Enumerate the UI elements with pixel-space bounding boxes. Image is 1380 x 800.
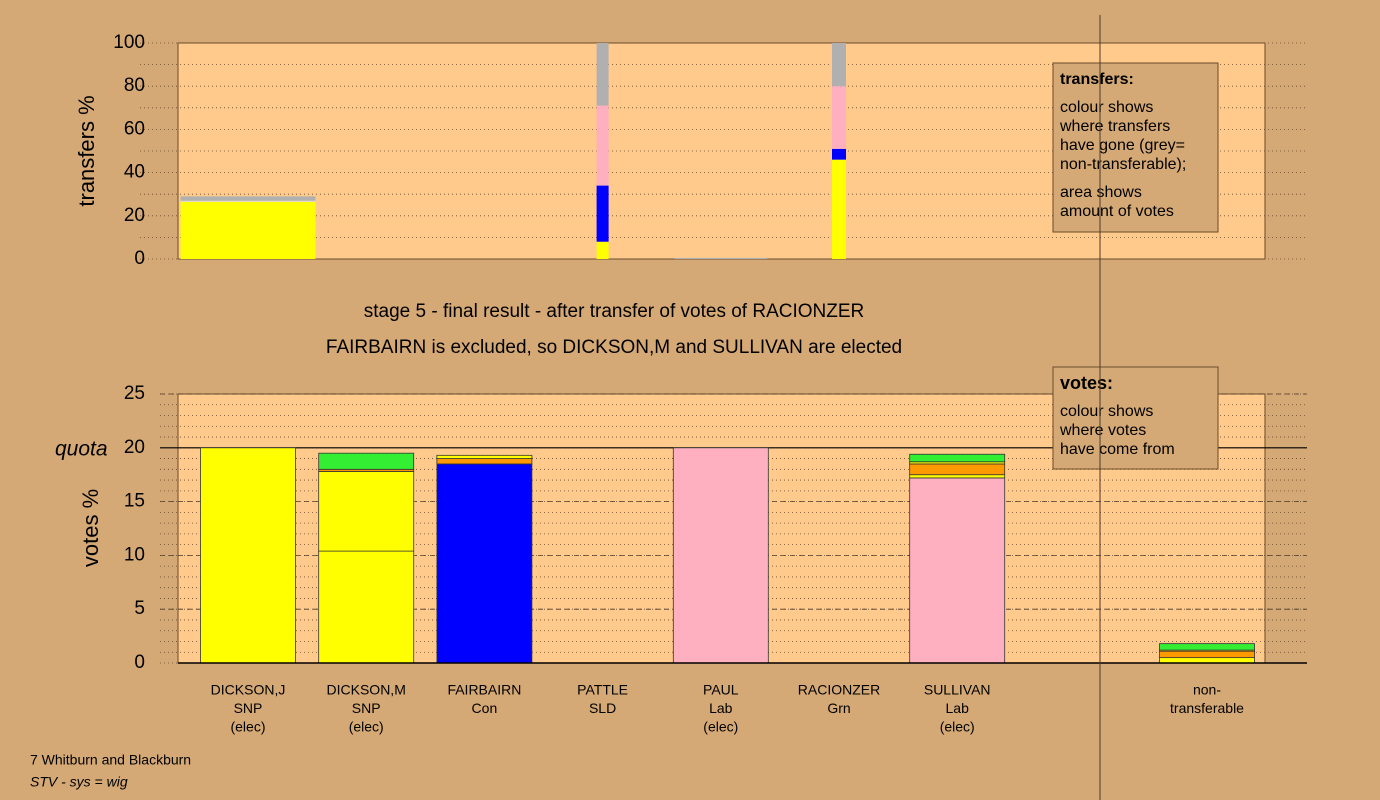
legend-text: where votes	[1059, 422, 1146, 439]
x-tick-label: PAUL	[703, 682, 739, 698]
y-tick-label: 10	[124, 544, 145, 565]
x-tick-label: SNP	[234, 700, 263, 716]
y-tick-label: 0	[134, 652, 145, 673]
bar-segment	[200, 447, 296, 664]
x-tick-label: SNP	[352, 700, 381, 716]
bar-segment	[318, 550, 415, 664]
legend-text: have come from	[1060, 441, 1175, 458]
x-tick-label: Lab	[946, 700, 970, 716]
bar-segment	[672, 447, 769, 664]
legend-title: votes:	[1060, 373, 1113, 393]
bar-segment	[436, 458, 533, 465]
bar-segment	[318, 471, 415, 552]
bar-segment	[436, 463, 533, 664]
x-tick-label: (elec)	[940, 719, 975, 735]
legend-text: colour shows	[1060, 403, 1153, 420]
footer-text: STV - sys = wig	[30, 774, 128, 790]
stage-text: stage 5 - final result - after transfer …	[364, 301, 865, 322]
x-tick-label: Grn	[827, 700, 850, 716]
bar-segment	[180, 196, 316, 201]
legend-title: transfers:	[1060, 71, 1134, 88]
bar-segment	[909, 463, 1006, 476]
x-tick-label: DICKSON,J	[211, 682, 286, 698]
bar-segment	[596, 241, 609, 259]
legend-box	[1052, 366, 1219, 470]
y-tick-label: 5	[134, 598, 145, 619]
y-axis-label: votes %	[78, 489, 103, 567]
y-tick-label: 100	[113, 32, 145, 53]
bar-segment	[832, 43, 846, 87]
x-tick-label: PATTLE	[577, 682, 628, 698]
bar-segment	[596, 105, 609, 186]
y-tick-label: 60	[124, 118, 145, 139]
y-axis-label: transfers %	[74, 95, 99, 206]
x-tick-label: Con	[472, 700, 498, 716]
y-tick-label: 40	[124, 162, 145, 183]
bar-segment	[909, 477, 1006, 664]
bar-segment	[674, 257, 768, 259]
footer-text: 7 Whitburn and Blackburn	[30, 752, 191, 768]
y-tick-label: 20	[124, 205, 145, 226]
y-tick-label: 25	[124, 383, 145, 404]
bar-segment	[832, 148, 846, 160]
bar-segment	[909, 453, 1006, 463]
legend-text: have gone (grey=	[1060, 137, 1185, 154]
bar-segment	[596, 43, 609, 106]
quota-label: quota	[55, 437, 108, 460]
bar-segment	[436, 454, 533, 459]
x-tick-label: SULLIVAN	[924, 682, 991, 698]
x-tick-label: SLD	[589, 700, 616, 716]
bar-segment	[1159, 643, 1255, 651]
legend-text: area shows	[1060, 184, 1142, 201]
y-tick-label: 0	[134, 248, 145, 269]
x-tick-label: (elec)	[703, 719, 738, 735]
bar-segment	[318, 452, 415, 470]
bar-segment	[1159, 657, 1255, 664]
x-tick-label: transferable	[1170, 700, 1244, 716]
bar-segment	[180, 200, 316, 202]
y-tick-label: 20	[124, 437, 145, 458]
x-tick-label: FAIRBAIRN	[447, 682, 521, 698]
stage-text: FAIRBAIRN is excluded, so DICKSON,M and …	[326, 337, 902, 358]
x-tick-label: (elec)	[230, 719, 265, 735]
x-tick-label: RACIONZER	[798, 682, 880, 698]
x-tick-label: DICKSON,M	[327, 682, 406, 698]
legend-text: colour shows	[1060, 99, 1153, 116]
x-tick-label: non-	[1193, 682, 1221, 698]
y-tick-label: 15	[124, 491, 145, 512]
x-tick-label: (elec)	[349, 719, 384, 735]
legend-box	[1052, 62, 1219, 233]
bar-segment	[832, 86, 846, 149]
legend-text: where transfers	[1059, 118, 1170, 135]
bar-segment	[596, 185, 609, 242]
bar-segment	[180, 201, 316, 259]
x-tick-label: Lab	[709, 700, 733, 716]
legend-text: non-transferable);	[1060, 156, 1186, 173]
bar-segment	[832, 159, 846, 259]
y-tick-label: 80	[124, 75, 145, 96]
bar-segment	[909, 474, 1006, 479]
legend-text: amount of votes	[1060, 203, 1174, 220]
bar-segment	[1159, 650, 1255, 659]
